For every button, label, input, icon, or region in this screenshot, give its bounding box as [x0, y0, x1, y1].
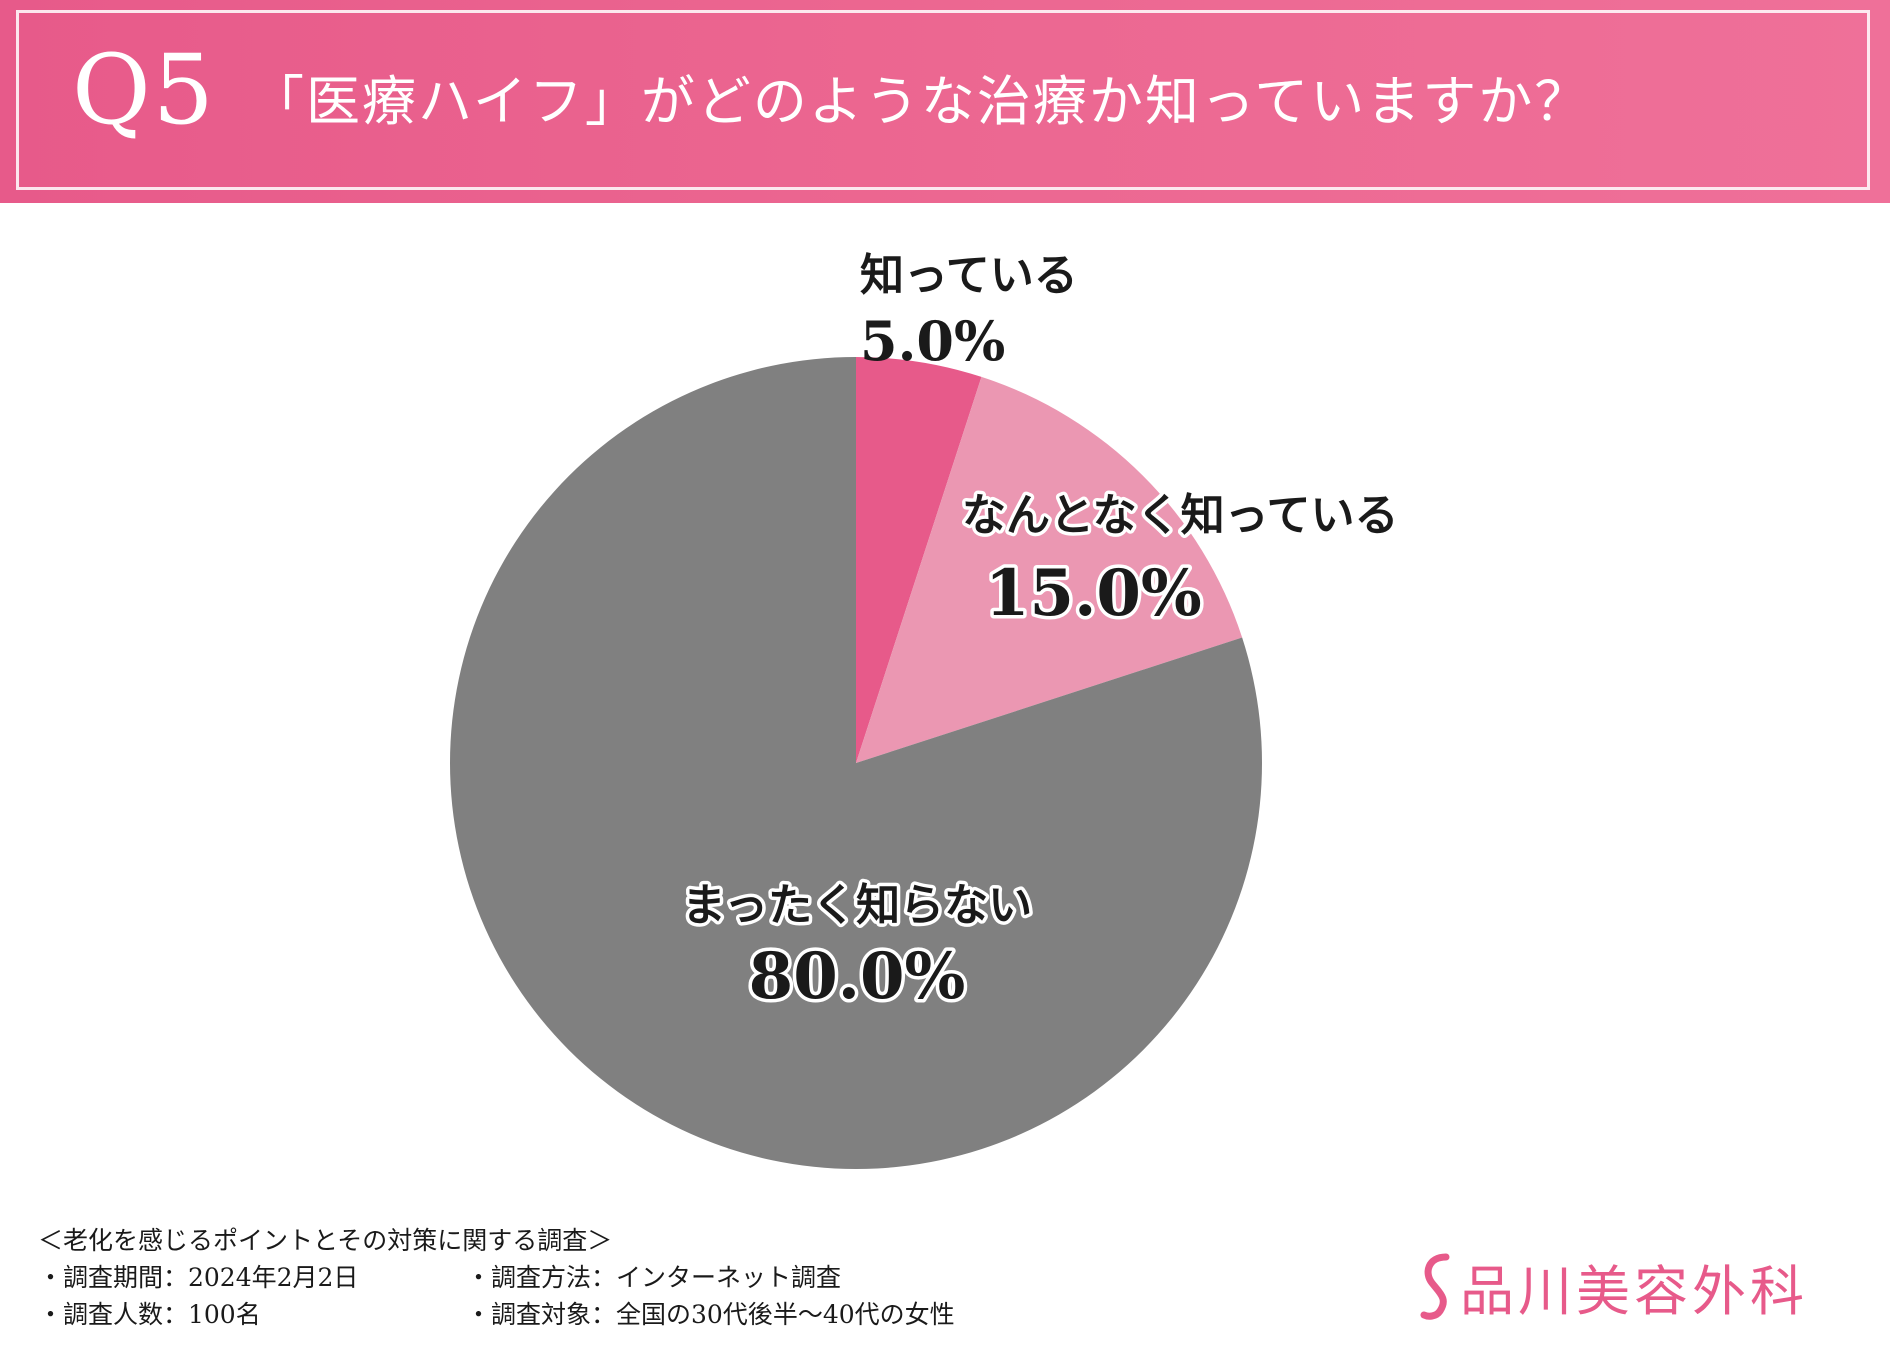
survey-details: ・調査期間：2024年2月2日 ・調査方法：インターネット調査 ・調査人数：10… — [38, 1259, 1026, 1333]
brand-name: 品川美容外科 — [1460, 1259, 1808, 1323]
brand-s-icon — [1420, 1253, 1450, 1320]
pie-slice-known — [856, 357, 982, 763]
question-text: 「医療ハイフ」がどのような治療か知っていますか？ — [250, 70, 1591, 133]
survey-title: ＜老化を感じるポイントとその対策に関する調査＞ — [38, 1226, 613, 1255]
question-number: Q5 — [72, 34, 216, 146]
survey-period: ・調査期間：2024年2月2日 — [38, 1263, 359, 1292]
pie-slice-unknown — [450, 357, 1262, 1170]
header-frame — [16, 10, 1870, 190]
brand-logo: 品川美容外科 — [1418, 1246, 1808, 1326]
survey-method: ・調査方法：インターネット調査 — [466, 1263, 842, 1292]
slice-label-somewhat-known: なんとなく知っている — [962, 490, 1398, 541]
survey-sample-size: ・調査人数：100名 — [38, 1300, 261, 1329]
survey-target: ・調査対象：全国の30代後半〜40代の女性 — [466, 1300, 955, 1329]
slice-value-known: 5.0% — [860, 309, 1005, 373]
survey-info: ＜老化を感じるポイントとその対策に関する調査＞ ・調査期間：2024年2月2日 … — [38, 1222, 1026, 1333]
slice-value-somewhat-known: 15.0% — [985, 556, 1202, 631]
slice-value-unknown: 80.0% — [749, 939, 966, 1014]
slice-label-unknown: まったく知らない — [682, 880, 1032, 931]
header-banner: Q5 「医療ハイフ」がどのような治療か知っていますか？ — [0, 0, 1890, 203]
pie-slice-somewhat-known — [856, 376, 1243, 763]
slice-label-known: 知っている — [860, 250, 1078, 301]
